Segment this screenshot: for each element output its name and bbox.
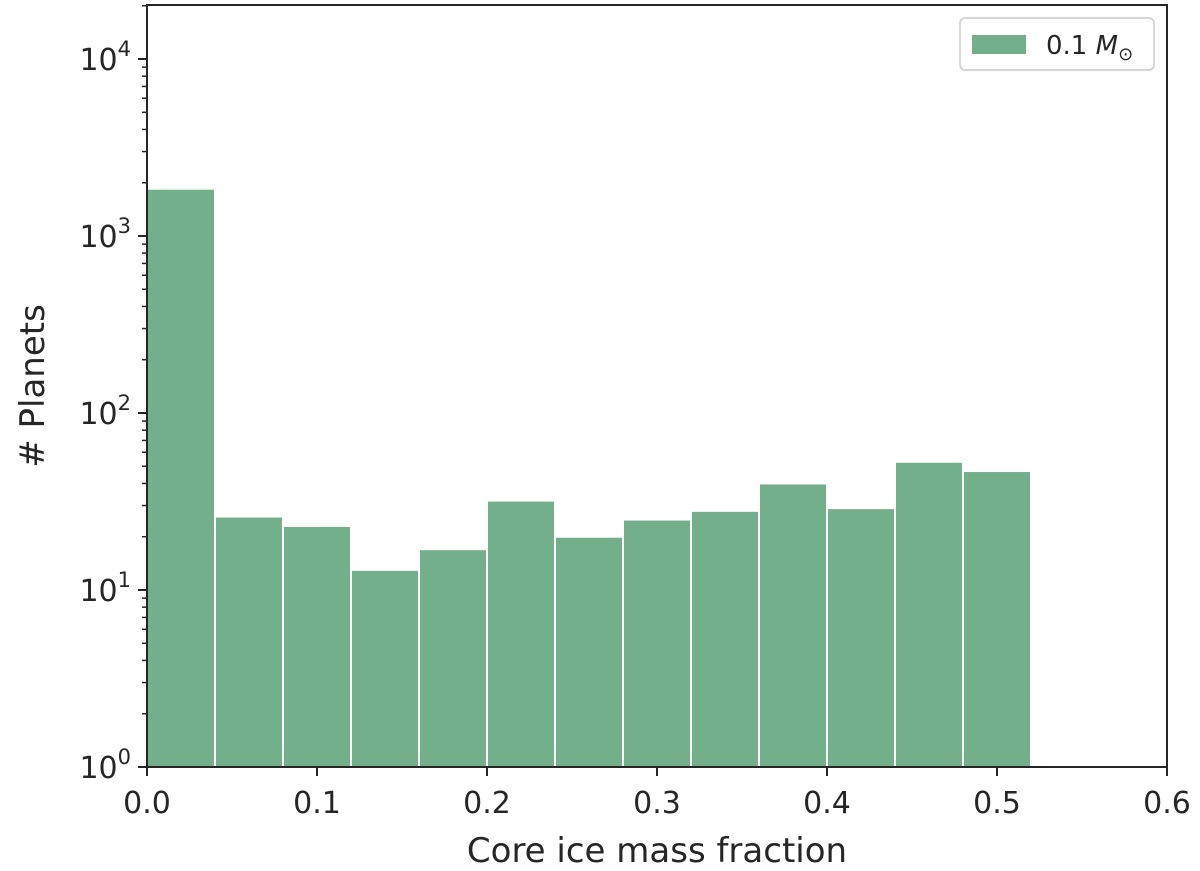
- bar-12: [962, 470, 1032, 768]
- bar-0: [146, 187, 216, 768]
- x-tick-label: 0.1: [293, 786, 341, 821]
- bar-5: [486, 499, 556, 768]
- x-tick-label: 0.5: [973, 786, 1021, 821]
- y-tick-label: 100: [79, 745, 131, 786]
- bar-11: [894, 460, 964, 768]
- x-axis-label: Core ice mass fraction: [467, 831, 847, 871]
- legend-label: 0.1 M⊙: [1046, 31, 1133, 65]
- bar-6: [554, 535, 624, 769]
- bar-1: [214, 515, 284, 769]
- x-tick-label: 0.6: [1143, 786, 1191, 821]
- bar-7: [622, 518, 692, 769]
- bar-10: [826, 507, 896, 768]
- y-tick-label: 103: [79, 214, 131, 255]
- y-axis-label: # Planets: [13, 304, 53, 468]
- bar-8: [690, 509, 760, 768]
- legend: 0.1 M⊙: [959, 17, 1155, 71]
- legend-label-value: 0.1: [1046, 31, 1096, 61]
- x-tick-label: 0.4: [803, 786, 851, 821]
- legend-label-symbol: M: [1096, 31, 1118, 61]
- bars-group: [146, 187, 1032, 769]
- x-axis: 0.0 0.1 0.2 0.3 0.4 0.5 0.6: [123, 767, 1191, 821]
- legend-label-subscript: ⊙: [1118, 44, 1133, 65]
- y-axis: 100 101 102 103 104: [79, 37, 147, 786]
- y-tick-label: 102: [79, 391, 131, 432]
- bar-3: [350, 568, 420, 768]
- bar-2: [282, 524, 352, 769]
- x-tick-label: 0.0: [123, 786, 171, 821]
- legend-box: [959, 17, 1155, 71]
- bar-4: [418, 548, 488, 769]
- legend-swatch: [972, 35, 1026, 54]
- y-tick-label: 104: [79, 37, 131, 78]
- x-tick-label: 0.3: [633, 786, 681, 821]
- y-tick-label: 101: [79, 568, 131, 609]
- bar-9: [758, 482, 828, 768]
- x-tick-label: 0.2: [463, 786, 511, 821]
